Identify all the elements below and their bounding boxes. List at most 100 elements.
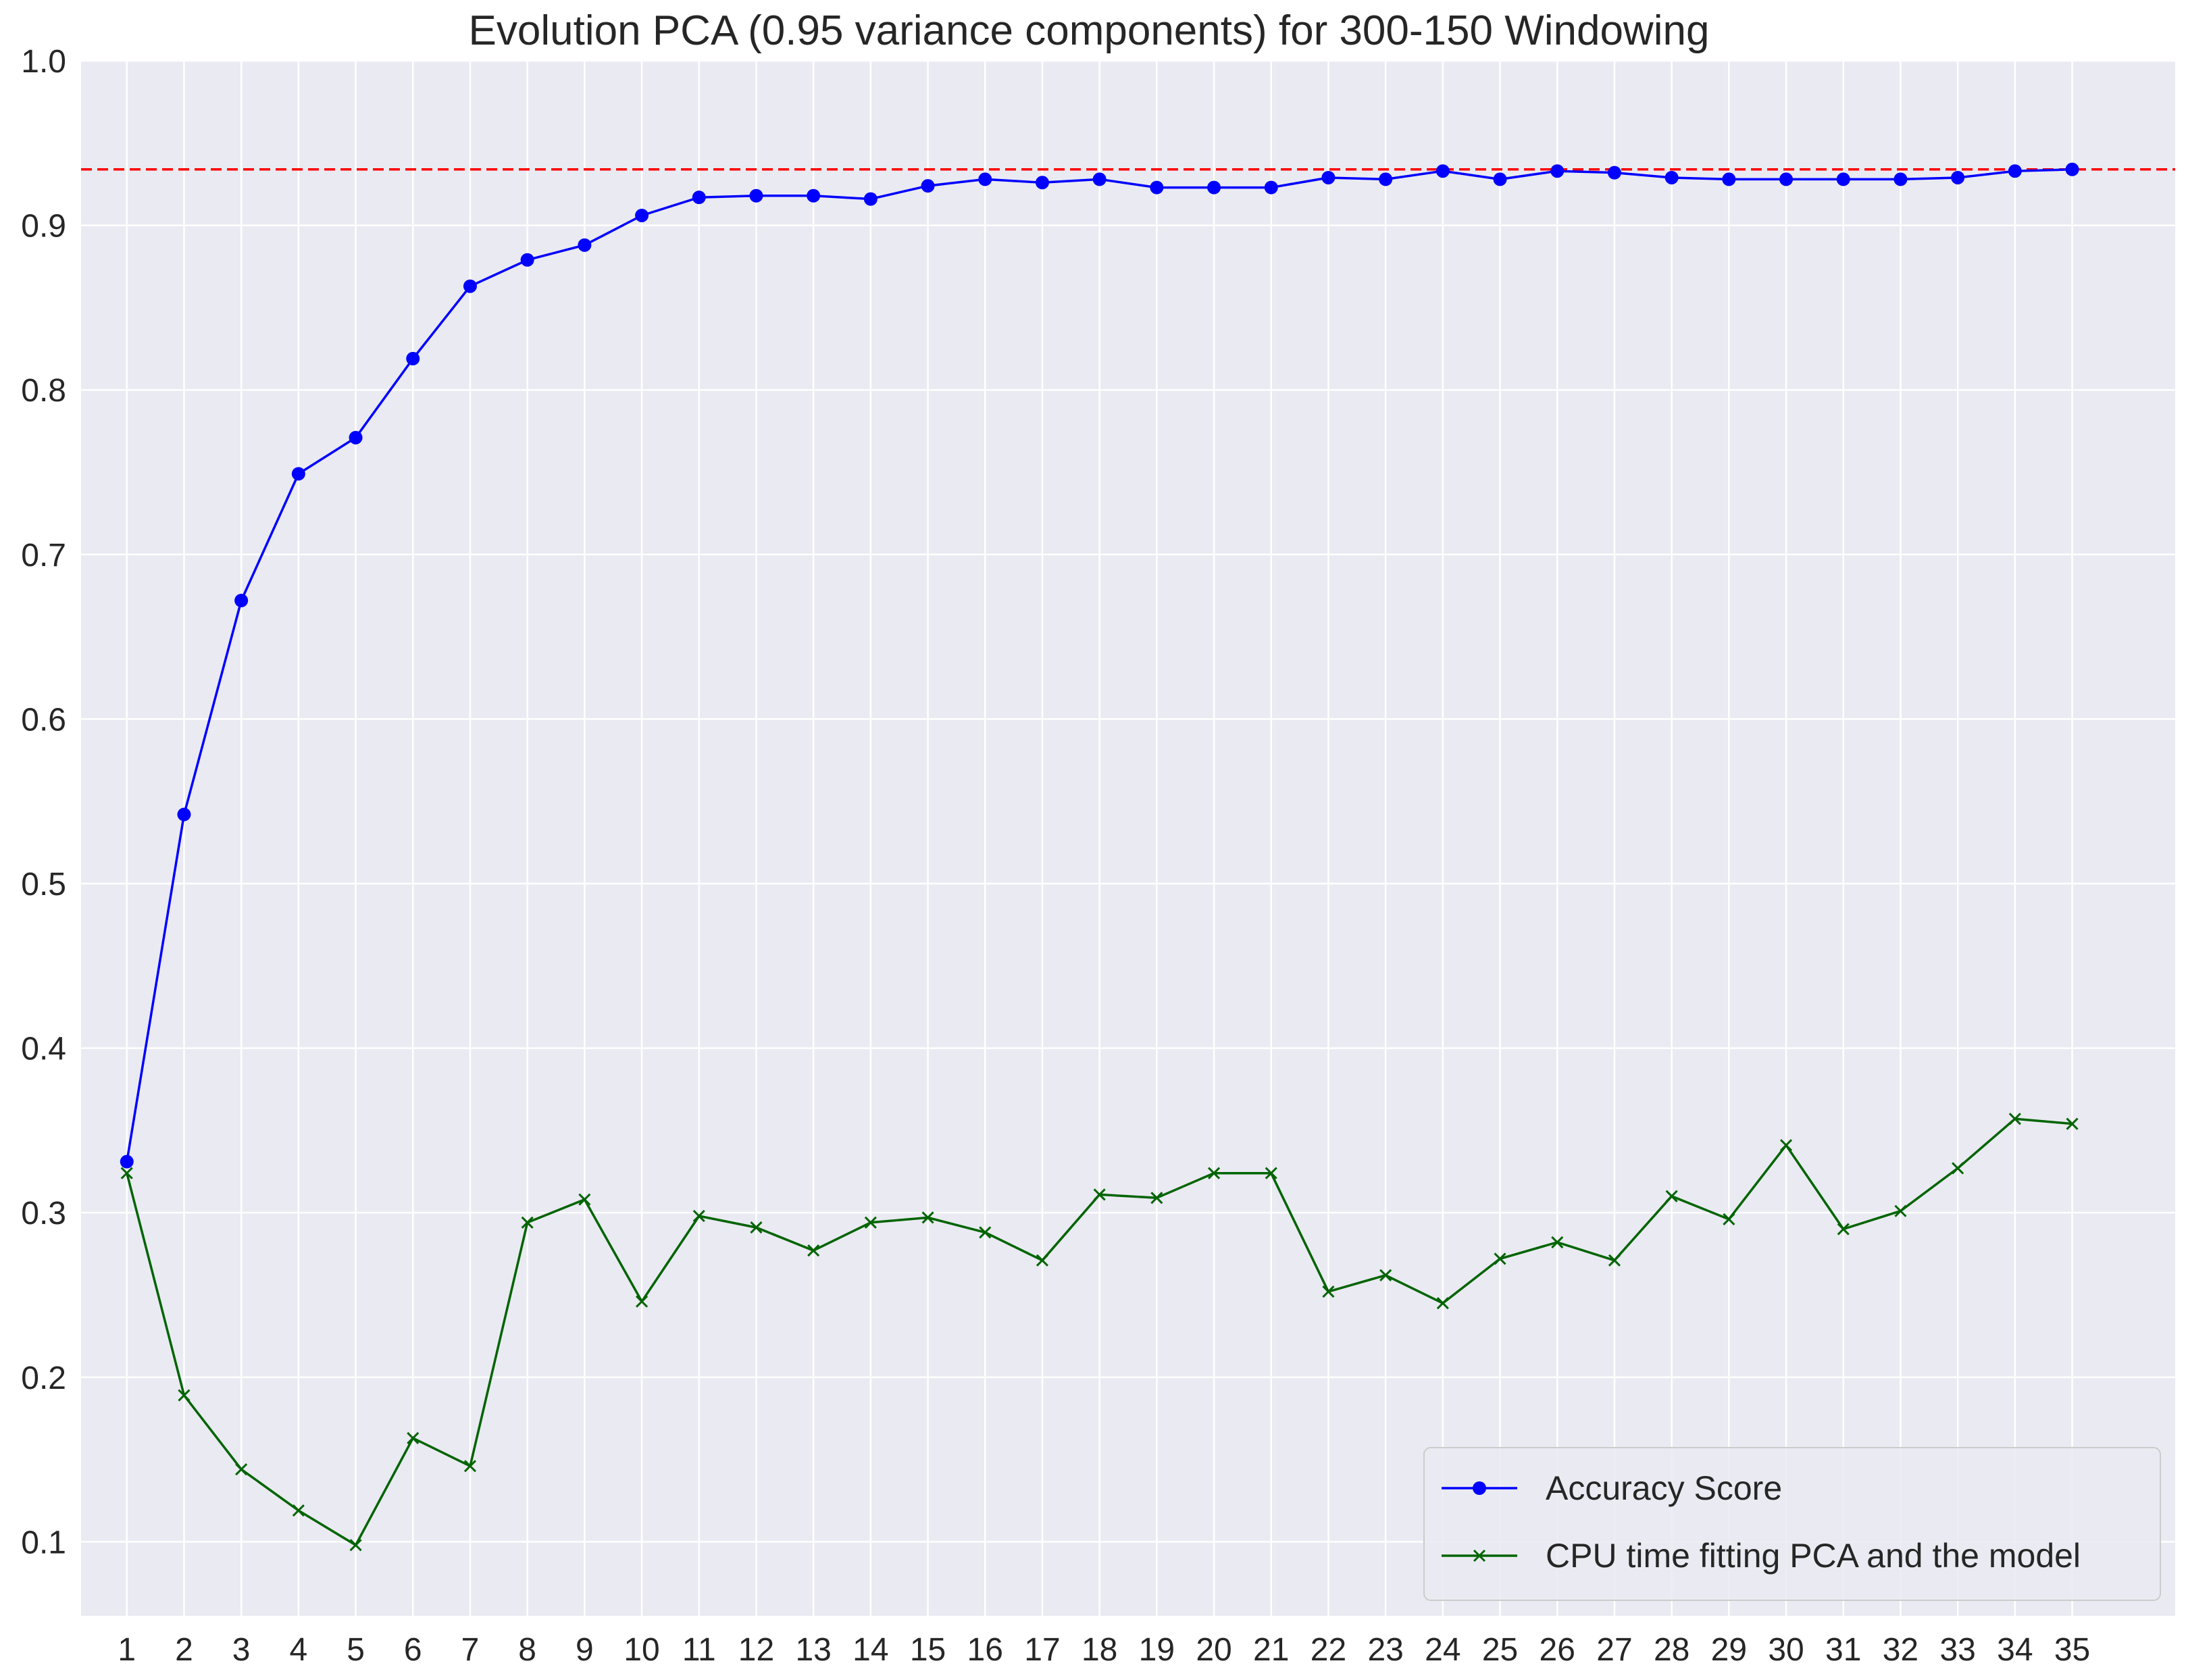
- data-point: [178, 1389, 190, 1402]
- data-point: [2008, 164, 2022, 178]
- plot-area: [81, 61, 2175, 1616]
- data-point: [1723, 1213, 1735, 1225]
- data-point: [1093, 1188, 1106, 1201]
- data-point: [1092, 172, 1107, 186]
- data-point: [2065, 162, 2079, 176]
- legend-entry: CPU time fitting PCA and the model: [1442, 1537, 2081, 1575]
- x-tick-label: 8: [518, 1632, 536, 1668]
- data-point: [1493, 172, 1507, 186]
- data-point: [120, 1167, 133, 1179]
- x-tick-label: 15: [910, 1632, 946, 1668]
- x-tick-label: 27: [1596, 1632, 1632, 1668]
- x-tick-label: 25: [1482, 1632, 1518, 1668]
- data-point: [407, 1431, 420, 1444]
- data-point: [463, 279, 477, 293]
- data-point: [1837, 1223, 1850, 1236]
- x-tick-label: 17: [1024, 1632, 1060, 1668]
- data-point: [1779, 172, 1794, 186]
- x-tick-label: 30: [1768, 1632, 1804, 1668]
- data-point: [177, 807, 191, 821]
- x-tick-label: 10: [624, 1632, 659, 1668]
- data-point: [1035, 176, 1049, 190]
- data-point: [1264, 180, 1278, 195]
- data-point: [635, 208, 649, 222]
- x-tick-label: 22: [1311, 1632, 1346, 1668]
- x-tick-label: 19: [1139, 1632, 1175, 1668]
- data-point: [235, 1463, 248, 1476]
- data-point: [2066, 1117, 2079, 1130]
- data-point: [463, 1460, 477, 1473]
- chart-title: Evolution PCA (0.95 variance components)…: [469, 7, 1710, 54]
- data-point: [1664, 170, 1679, 184]
- data-point: [978, 172, 992, 186]
- data-point: [635, 1295, 649, 1308]
- legend-marker: [1473, 1481, 1486, 1495]
- data-point: [921, 179, 935, 193]
- data-point: [291, 467, 305, 481]
- data-point: [1607, 166, 1621, 180]
- legend-entry: Accuracy Score: [1442, 1469, 1782, 1507]
- data-point: [1779, 1139, 1793, 1152]
- data-point: [921, 1211, 934, 1224]
- y-tick-label: 0.6: [21, 702, 66, 738]
- data-point: [1436, 1297, 1449, 1310]
- data-point: [521, 1216, 534, 1229]
- data-point: [1951, 170, 1965, 184]
- x-tick-label: 11: [682, 1632, 716, 1668]
- data-point: [1952, 1162, 1964, 1175]
- data-point: [578, 238, 592, 252]
- data-point: [692, 190, 706, 205]
- x-tick-label: 23: [1367, 1632, 1403, 1668]
- data-point: [807, 188, 821, 203]
- series-layer: [120, 162, 2079, 1552]
- data-point: [1150, 180, 1164, 195]
- x-tick-label: 1: [118, 1632, 136, 1668]
- data-point: [692, 1209, 705, 1223]
- x-tick-label: 9: [576, 1632, 594, 1668]
- data-point: [349, 1539, 362, 1552]
- data-point: [807, 1244, 820, 1257]
- legend-label: CPU time fitting PCA and the model: [1546, 1537, 2081, 1575]
- y-tick-label: 0.9: [21, 209, 66, 245]
- x-tick-label: 18: [1082, 1632, 1117, 1668]
- data-point: [1836, 172, 1850, 186]
- y-axis-ticks: 0.1 0.2 0.3 0.4 0.5 0.6 0.7 0.8 0.9 1.0: [21, 44, 66, 1560]
- data-point: [292, 1504, 305, 1517]
- x-tick-label: 4: [290, 1632, 308, 1668]
- x-tick-label: 16: [967, 1632, 1003, 1668]
- x-tick-label: 21: [1253, 1632, 1289, 1668]
- data-point: [1551, 1236, 1564, 1249]
- y-tick-label: 0.1: [21, 1525, 66, 1560]
- data-point: [979, 1226, 992, 1239]
- data-point: [1550, 164, 1565, 178]
- data-point: [349, 430, 363, 444]
- data-point: [406, 351, 420, 365]
- x-tick-label: 26: [1540, 1632, 1575, 1668]
- legend-box: [1423, 1447, 2161, 1601]
- data-point: [750, 1221, 763, 1234]
- data-point: [578, 1193, 591, 1206]
- x-tick-label: 35: [2054, 1632, 2090, 1668]
- legend-label: Accuracy Score: [1546, 1469, 1782, 1507]
- x-tick-label: 29: [1711, 1632, 1747, 1668]
- x-tick-label: 14: [853, 1632, 888, 1668]
- grid: [81, 59, 2175, 1616]
- legend: Accuracy Score CPU time fitting PCA and t…: [1423, 1447, 2161, 1601]
- y-tick-label: 0.4: [21, 1032, 66, 1067]
- x-tick-label: 34: [1997, 1632, 2033, 1668]
- data-point: [1321, 170, 1336, 184]
- data-point: [120, 1154, 134, 1169]
- x-tick-label: 13: [795, 1632, 831, 1668]
- data-point: [234, 594, 249, 608]
- data-point: [1722, 172, 1736, 186]
- x-tick-label: 32: [1883, 1632, 1918, 1668]
- y-tick-label: 0.5: [21, 867, 66, 902]
- data-point: [520, 253, 534, 267]
- data-point: [1893, 172, 1908, 186]
- y-tick-label: 0.7: [21, 538, 66, 574]
- data-point: [1608, 1254, 1621, 1267]
- y-tick-label: 1.0: [21, 44, 66, 80]
- x-tick-label: 24: [1425, 1632, 1460, 1668]
